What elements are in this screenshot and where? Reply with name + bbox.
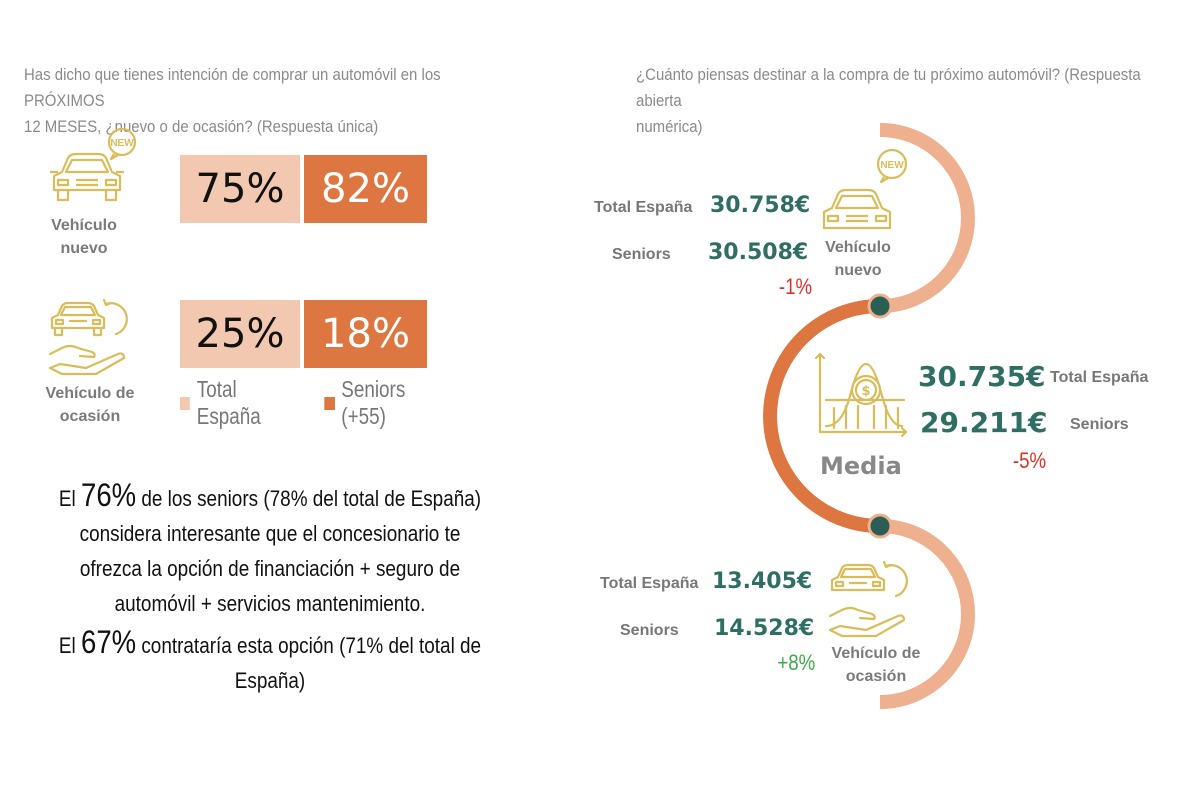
right-used-car-hand-icon	[826, 556, 916, 640]
summary-highlight-67: 67%	[81, 624, 137, 660]
right-new-badge-text: NEW	[880, 160, 904, 171]
legend-label-seniors: Seniors (+55)	[341, 376, 406, 429]
summary-line-3: ofrezca la opción de financiación + segu…	[79, 556, 461, 581]
nuevo-total-value: 30.758€	[710, 193, 811, 218]
nuevo-change: -1%	[778, 274, 813, 299]
right-label-nuevo-line-2: nuevo	[834, 262, 882, 279]
ocasion-change: +8%	[777, 650, 816, 675]
left-question-line-1: Has dicho que tienes intención de compra…	[24, 65, 441, 110]
category-label-ocasion-line-2: ocasión	[59, 408, 121, 425]
right-label-ocasion: Vehículo de ocasión	[818, 642, 934, 688]
arc-bottom	[879, 519, 975, 709]
nuevo-seniors-value: 30.508€	[708, 240, 809, 265]
new-badge-text: NEW	[110, 138, 134, 149]
right-label-ocasion-line-1: Vehículo de	[831, 645, 921, 662]
ocasion-seniors-label: Seniors	[620, 622, 679, 639]
category-label-ocasion: Vehículo de ocasión	[34, 382, 146, 428]
connector-dot-bottom	[867, 513, 893, 539]
bar-seniors-ocasion: 18%	[304, 300, 427, 368]
bar-seniors-nuevo: 82%	[304, 155, 427, 223]
right-label-ocasion-line-2: ocasión	[845, 668, 907, 685]
right-question: ¿Cuánto piensas destinar a la compra de …	[636, 62, 1155, 140]
summary-line-6: España)	[234, 668, 306, 693]
right-question-line-2: numérica)	[636, 117, 703, 136]
nuevo-seniors-label: Seniors	[612, 246, 671, 263]
ocasion-total-label: Total España	[600, 575, 699, 592]
right-new-car-icon: NEW	[818, 148, 918, 240]
summary-highlight-76: 76%	[81, 477, 137, 513]
new-car-icon: NEW	[44, 127, 144, 218]
bar-total-nuevo-label: 75%	[195, 166, 285, 212]
used-car-hand-icon	[46, 294, 136, 378]
summary-line-5: El 67% contrataría esta opción (71% del …	[55, 625, 485, 663]
summary-text: El 76% de los seniors (78% del total de …	[55, 478, 485, 698]
dollar-sign-glyph: $	[861, 384, 870, 399]
bell-curve-money-icon: $	[812, 350, 910, 440]
bar-seniors-nuevo-label: 82%	[321, 166, 410, 212]
bar-total-ocasion-label: 25%	[195, 311, 285, 357]
summary-line-4: automóvil + servicios mantenimiento.	[114, 591, 426, 616]
left-question: Has dicho que tienes intención de compra…	[24, 62, 517, 140]
media-label: Media	[820, 452, 902, 480]
media-change: -5%	[1012, 448, 1047, 473]
bar-total-ocasion: 25%	[180, 300, 300, 368]
bar-total-nuevo: 75%	[180, 155, 300, 223]
summary-line-1-post: de los seniors (78% del total de España)	[136, 486, 482, 511]
arc-top	[879, 123, 975, 313]
category-label-nuevo-line-1: Vehículo	[51, 217, 117, 234]
right-label-nuevo: Vehículo nuevo	[808, 236, 908, 282]
connector-dot-top	[867, 293, 893, 319]
legend: Total España Seniors (+55)	[180, 376, 451, 429]
legend-swatch-total	[180, 396, 191, 410]
category-label-nuevo: Vehículo nuevo	[34, 214, 134, 260]
summary-line-5-pre: El	[58, 633, 82, 658]
summary-line-5-post: contrataría esta opción (71% del total d…	[136, 633, 482, 658]
right-question-line-1: ¿Cuánto piensas destinar a la compra de …	[636, 65, 1141, 110]
media-total-label: Total España	[1050, 369, 1149, 386]
legend-swatch-seniors	[324, 396, 335, 410]
media-seniors-label: Seniors	[1070, 416, 1129, 433]
summary-line-2: considera interesante que el concesionar…	[79, 521, 461, 546]
nuevo-total-label: Total España	[594, 199, 693, 216]
right-label-nuevo-line-1: Vehículo	[825, 239, 891, 256]
media-seniors-value: 29.211€	[920, 406, 1048, 439]
ocasion-seniors-value: 14.528€	[714, 616, 815, 641]
legend-label-total: Total España	[196, 376, 261, 429]
bar-seniors-ocasion-label: 18%	[321, 311, 410, 357]
arc-middle	[763, 299, 881, 533]
category-label-nuevo-line-2: nuevo	[60, 240, 108, 257]
ocasion-total-value: 13.405€	[712, 569, 813, 594]
category-label-ocasion-line-1: Vehículo de	[45, 385, 135, 402]
summary-line-1: El 76% de los seniors (78% del total de …	[55, 478, 485, 516]
media-total-value: 30.735€	[918, 360, 1046, 393]
left-question-line-2: 12 MESES, ¿nuevo o de ocasión? (Respuest…	[24, 117, 379, 136]
summary-line-1-pre: El	[58, 486, 82, 511]
